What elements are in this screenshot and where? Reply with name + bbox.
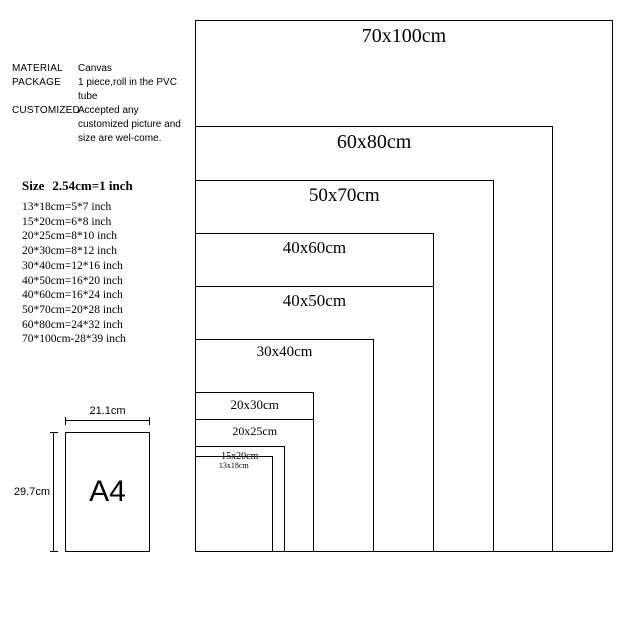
- size-line: 50*70cm=20*28 inch: [22, 303, 133, 318]
- size-line: 20*30cm=8*12 inch: [22, 244, 133, 259]
- size-rect-label: 40x60cm: [283, 238, 346, 258]
- info-value: Canvas: [78, 62, 112, 76]
- size-rect-label: 20x30cm: [231, 397, 279, 413]
- a4-height-label: 29.7cm: [10, 486, 50, 498]
- size-line: 70*100cm-28*39 inch: [22, 332, 133, 347]
- a4-height-dimension: 29.7cm: [53, 432, 54, 552]
- size-rect-label: 40x50cm: [283, 291, 346, 311]
- size-rect-label: 30x40cm: [257, 344, 313, 361]
- size-conversion-table: Size 2.54cm=1 inch 13*18cm=5*7 inch15*20c…: [22, 178, 133, 347]
- size-rect-label: 70x100cm: [362, 25, 446, 48]
- size-line: 40*60cm=16*24 inch: [22, 288, 133, 303]
- size-rect-label: 50x70cm: [309, 185, 380, 207]
- size-line: 15*20cm=6*8 inch: [22, 215, 133, 230]
- a4-box: A4: [65, 432, 150, 552]
- size-line: 13*18cm=5*7 inch: [22, 200, 133, 215]
- info-value: Accepted any customized picture and size…: [78, 104, 188, 146]
- size-rect-label: 13x18cm: [219, 461, 249, 470]
- size-line: 40*50cm=16*20 inch: [22, 274, 133, 289]
- info-label: CUSTOMIZED: [12, 104, 78, 146]
- info-value: 1 piece,roll in the PVC tube: [78, 76, 188, 104]
- info-label: MATERIAL: [12, 62, 78, 76]
- a4-width-dimension: 21.1cm: [65, 420, 150, 421]
- info-label: PACKAGE: [12, 76, 78, 104]
- size-rect: 13x18cm: [195, 456, 273, 552]
- product-info: MATERIALCanvasPACKAGE1 piece,roll in the…: [12, 62, 188, 146]
- size-line: 30*40cm=12*16 inch: [22, 259, 133, 274]
- a4-text: A4: [89, 475, 126, 509]
- size-rect-label: 20x25cm: [232, 424, 277, 439]
- size-heading-suffix: 2.54cm=1 inch: [52, 178, 132, 193]
- nested-size-diagram: 70x100cm 60x80cm 50x70cm 40x60cm 40x50cm 30x4…: [195, 20, 613, 552]
- size-rect-label: 60x80cm: [337, 131, 411, 154]
- size-line: 60*80cm=24*32 inch: [22, 318, 133, 333]
- a4-width-label: 21.1cm: [89, 405, 125, 417]
- size-line: 20*25cm=8*10 inch: [22, 229, 133, 244]
- size-heading-prefix: Size: [22, 178, 44, 193]
